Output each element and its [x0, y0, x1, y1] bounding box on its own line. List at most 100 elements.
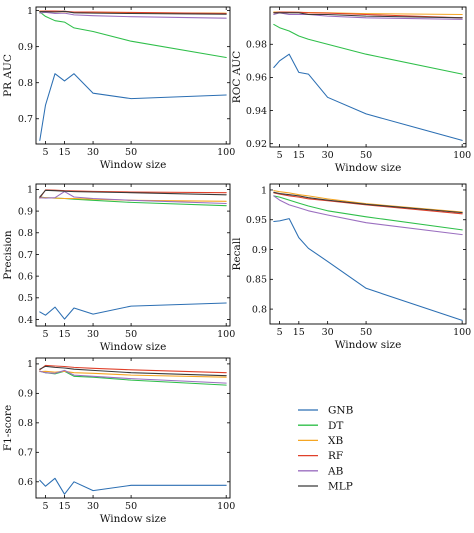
- x-tick-label: 30: [87, 147, 99, 158]
- series-line-gnb: [273, 218, 463, 321]
- y-tick-label: 0.7: [18, 250, 33, 261]
- series-line-mlp: [273, 191, 463, 214]
- series-line-xb: [39, 370, 227, 378]
- series-line-dt: [273, 195, 463, 231]
- x-axis-label: Window size: [335, 162, 402, 174]
- y-tick-label: 0.9: [18, 206, 33, 217]
- x-axis-label: Window size: [335, 339, 402, 351]
- legend: GNB DT XB RF AB MLP: [298, 405, 354, 493]
- series-group: [39, 10, 227, 141]
- x-tick-label: 50: [125, 501, 137, 512]
- series-group: [39, 189, 227, 320]
- x-tick-label: 5: [42, 147, 48, 158]
- y-tick-label: 0.9: [18, 389, 33, 400]
- plot-frame: [35, 357, 231, 499]
- y-tick-label: 1: [261, 185, 267, 196]
- x-tick-label: 15: [58, 147, 70, 158]
- series-line-rf: [39, 364, 227, 374]
- x-tick-label: 30: [87, 501, 99, 512]
- x-tick-label: 5: [277, 150, 283, 161]
- x-tick-label: 30: [322, 327, 334, 338]
- y-tick-label: 1: [27, 6, 33, 17]
- y-tick-label: 0.8: [252, 304, 267, 315]
- y-axis-label: Precision: [2, 230, 14, 280]
- y-axis-label: Recall: [231, 237, 243, 271]
- y-tick-label: 0.9: [252, 245, 267, 256]
- series-line-mlp: [39, 365, 227, 377]
- x-axis-label: Window size: [100, 341, 167, 353]
- chart-panel-3: 5 15 30 50 100 0.4 0.5 0.6 0.7 0.8 0.9 1 Window size…: [2, 183, 235, 353]
- y-tick-label: 0.92: [246, 139, 267, 150]
- series-line-ab: [39, 11, 227, 19]
- series-group: [39, 364, 227, 495]
- y-tick-label: 0.8: [18, 418, 33, 429]
- x-tick-label: 15: [293, 150, 305, 161]
- legend-label-dt: DT: [328, 420, 343, 432]
- y-axis-label: ROC AUC: [231, 51, 243, 103]
- series-line-gnb: [273, 53, 463, 141]
- y-tick-label: 0.7: [18, 448, 33, 459]
- series-line-gnb: [39, 477, 227, 495]
- y-tick-label: 1: [27, 359, 33, 370]
- y-tick-label: 0.95: [246, 215, 267, 226]
- y-tick-label: 0.94: [246, 106, 267, 117]
- legend-label-mlp: MLP: [328, 481, 353, 493]
- y-tick-label: 0.96: [246, 73, 267, 84]
- y-tick-label: 0.6: [18, 477, 33, 488]
- x-axis-label: Window size: [100, 159, 167, 171]
- series-line-xb: [273, 190, 463, 213]
- y-tick-label: 0.98: [246, 40, 267, 51]
- chart-panel-2: 5 15 30 50 100 0.92 0.94 0.96 0.98 Window size ROC…: [231, 6, 471, 174]
- x-tick-label: 5: [42, 501, 48, 512]
- plot-frame: [269, 183, 467, 325]
- x-tick-label: 5: [42, 329, 48, 340]
- chart-panel-5: 5 15 30 50 100 0.6 0.7 0.8 0.9 1 Window size F1-sco…: [2, 357, 235, 525]
- y-tick-label: 1: [27, 185, 33, 196]
- series-line-mlp: [39, 189, 227, 198]
- series-line-gnb: [39, 73, 227, 141]
- y-tick-label: 0.85: [246, 275, 267, 286]
- series-line-rf: [273, 192, 463, 215]
- y-tick-label: 0.5: [18, 293, 33, 304]
- x-tick-label: 100: [217, 147, 235, 158]
- x-tick-label: 30: [87, 329, 99, 340]
- plot-frame: [35, 6, 231, 145]
- series-line-gnb: [39, 302, 227, 320]
- y-axis-label: F1-score: [2, 405, 14, 451]
- plot-frame: [35, 183, 231, 327]
- series-line-ab: [39, 191, 227, 205]
- series-group: [273, 11, 463, 141]
- chart-panel-4: 5 15 30 50 100 0.8 0.85 0.9 0.95 1 Window size Reca…: [231, 183, 471, 351]
- series-line-rf: [273, 11, 463, 19]
- series-group: [273, 190, 463, 321]
- x-tick-label: 15: [293, 327, 305, 338]
- series-line-mlp: [39, 10, 227, 15]
- legend-label-ab: AB: [327, 465, 344, 477]
- x-tick-label: 100: [217, 329, 235, 340]
- x-tick-label: 50: [125, 147, 137, 158]
- legend-label-rf: RF: [328, 450, 343, 462]
- x-tick-label: 50: [360, 327, 372, 338]
- x-tick-label: 100: [453, 150, 471, 161]
- y-tick-label: 0.8: [18, 228, 33, 239]
- y-axis-label: PR AUC: [2, 54, 14, 97]
- x-tick-label: 30: [322, 150, 334, 161]
- series-line-dt: [273, 23, 463, 75]
- x-tick-label: 100: [217, 501, 235, 512]
- chart-panel-1: 5 15 30 50 100 0.7 0.8 0.9 1 Window size PR AUC: [2, 6, 235, 171]
- legend-label-xb: XB: [328, 435, 343, 447]
- x-tick-label: 15: [58, 501, 70, 512]
- series-line-ab: [39, 369, 227, 384]
- y-tick-label: 0.9: [18, 42, 33, 53]
- plot-frame: [269, 6, 467, 148]
- x-tick-label: 5: [277, 327, 283, 338]
- y-tick-label: 0.8: [18, 78, 33, 89]
- y-tick-label: 0.7: [18, 114, 33, 125]
- series-line-mlp: [273, 12, 463, 19]
- x-tick-label: 50: [360, 150, 372, 161]
- x-tick-label: 50: [125, 329, 137, 340]
- y-tick-label: 0.4: [18, 315, 33, 326]
- series-line-dt: [39, 11, 227, 59]
- x-axis-label: Window size: [100, 513, 167, 525]
